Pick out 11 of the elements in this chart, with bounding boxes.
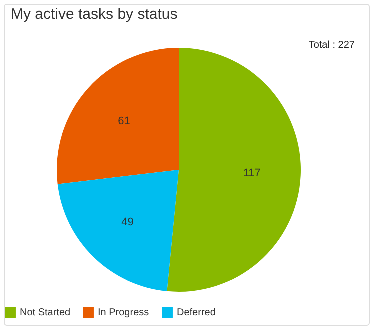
- pie-slice: [167, 48, 301, 292]
- data-label: 117: [243, 168, 261, 180]
- legend-label: In Progress: [98, 308, 150, 319]
- data-label: 61: [118, 115, 130, 128]
- pie-slice: [57, 48, 179, 184]
- legend-label: Not Started: [20, 308, 71, 319]
- text: Total : 227: [308, 40, 356, 51]
- data-label: 49: [122, 216, 134, 228]
- legend-label: Deferred: [177, 308, 216, 319]
- pie-slice: [58, 170, 179, 292]
- chart-title: My active tasks by status: [11, 6, 178, 23]
